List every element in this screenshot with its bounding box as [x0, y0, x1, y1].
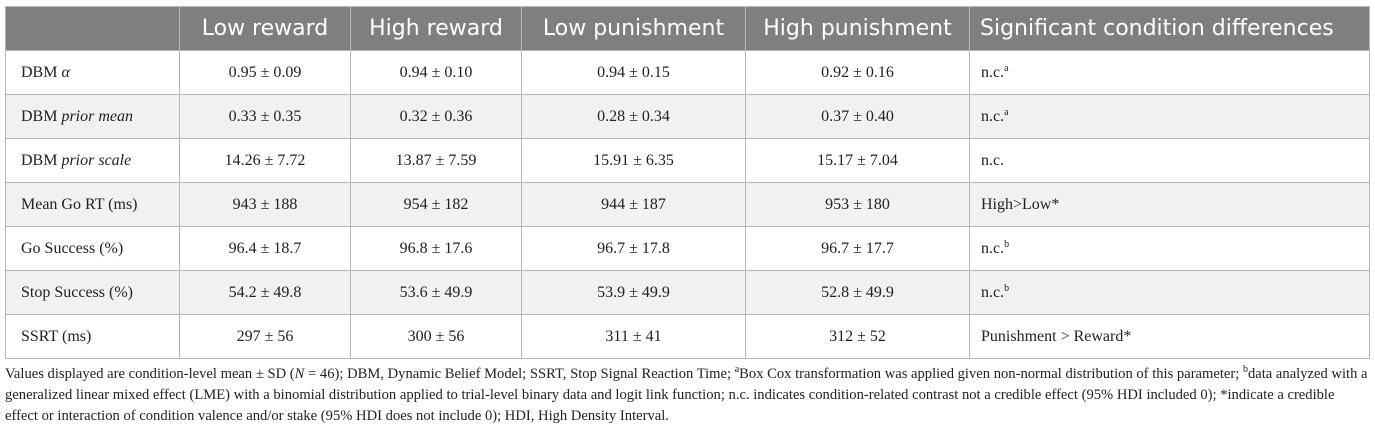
- row-label: Go Success (%): [5, 226, 180, 271]
- header-cell-high-reward: High reward: [350, 6, 522, 51]
- table-row: DBM α 0.95 ± 0.09 0.94 ± 0.10 0.94 ± 0.1…: [5, 50, 1370, 95]
- table-row: DBM prior scale 14.26 ± 7.72 13.87 ± 7.5…: [5, 138, 1370, 183]
- cell-low-reward: 0.33 ± 0.35: [179, 94, 351, 139]
- cell-low-punishment: 96.7 ± 17.8: [521, 226, 746, 271]
- cell-differences: n.c.b: [969, 226, 1370, 271]
- cell-high-reward: 954 ± 182: [350, 182, 522, 227]
- cell-differences: Punishment > Reward*: [969, 314, 1370, 359]
- cell-low-punishment: 944 ± 187: [521, 182, 746, 227]
- cell-low-reward: 96.4 ± 18.7: [179, 226, 351, 271]
- cell-low-reward: 943 ± 188: [179, 182, 351, 227]
- cell-high-reward: 13.87 ± 7.59: [350, 138, 522, 183]
- cell-high-punishment: 96.7 ± 17.7: [745, 226, 970, 271]
- row-label: Mean Go RT (ms): [5, 182, 180, 227]
- cell-high-punishment: 953 ± 180: [745, 182, 970, 227]
- results-table: Low reward High reward Low punishment Hi…: [5, 6, 1370, 359]
- cell-high-punishment: 0.92 ± 0.16: [745, 50, 970, 95]
- table-header-row: Low reward High reward Low punishment Hi…: [5, 6, 1370, 51]
- header-cell-significant-differences: Significant condition differences: [969, 6, 1370, 51]
- cell-low-reward: 0.95 ± 0.09: [179, 50, 351, 95]
- cell-high-reward: 0.32 ± 0.36: [350, 94, 522, 139]
- results-table-container: Low reward High reward Low punishment Hi…: [5, 6, 1370, 427]
- row-label: DBM α: [5, 50, 180, 95]
- cell-differences: High>Low*: [969, 182, 1370, 227]
- cell-low-reward: 54.2 ± 49.8: [179, 270, 351, 315]
- row-label: SSRT (ms): [5, 314, 180, 359]
- cell-high-reward: 53.6 ± 49.9: [350, 270, 522, 315]
- cell-high-punishment: 15.17 ± 7.04: [745, 138, 970, 183]
- row-label: Stop Success (%): [5, 270, 180, 315]
- cell-high-reward: 96.8 ± 17.6: [350, 226, 522, 271]
- header-cell-low-reward: Low reward: [179, 6, 351, 51]
- cell-low-punishment: 0.28 ± 0.34: [521, 94, 746, 139]
- cell-high-reward: 0.94 ± 0.10: [350, 50, 522, 95]
- cell-low-reward: 14.26 ± 7.72: [179, 138, 351, 183]
- cell-differences: n.c.: [969, 138, 1370, 183]
- cell-high-reward: 300 ± 56: [350, 314, 522, 359]
- table-row: SSRT (ms) 297 ± 56 300 ± 56 311 ± 41 312…: [5, 314, 1370, 359]
- cell-differences: n.c.a: [969, 50, 1370, 95]
- row-label: DBM prior scale: [5, 138, 180, 183]
- header-cell-high-punishment: High punishment: [745, 6, 970, 51]
- cell-low-punishment: 311 ± 41: [521, 314, 746, 359]
- cell-low-punishment: 0.94 ± 0.15: [521, 50, 746, 95]
- table-footnote: Values displayed are condition-level mea…: [5, 364, 1369, 427]
- table-row: DBM prior mean 0.33 ± 0.35 0.32 ± 0.36 0…: [5, 94, 1370, 139]
- cell-high-punishment: 0.37 ± 0.40: [745, 94, 970, 139]
- header-cell-low-punishment: Low punishment: [521, 6, 746, 51]
- cell-differences: n.c.b: [969, 270, 1370, 315]
- header-cell-empty: [5, 6, 180, 51]
- cell-high-punishment: 52.8 ± 49.9: [745, 270, 970, 315]
- row-label: DBM prior mean: [5, 94, 180, 139]
- table-row: Mean Go RT (ms) 943 ± 188 954 ± 182 944 …: [5, 182, 1370, 227]
- table-row: Go Success (%) 96.4 ± 18.7 96.8 ± 17.6 9…: [5, 226, 1370, 271]
- cell-differences: n.c.a: [969, 94, 1370, 139]
- footnote-text: Values displayed are condition-level mea…: [5, 364, 1368, 425]
- table-row: Stop Success (%) 54.2 ± 49.8 53.6 ± 49.9…: [5, 270, 1370, 315]
- cell-low-punishment: 15.91 ± 6.35: [521, 138, 746, 183]
- cell-low-reward: 297 ± 56: [179, 314, 351, 359]
- cell-high-punishment: 312 ± 52: [745, 314, 970, 359]
- cell-low-punishment: 53.9 ± 49.9: [521, 270, 746, 315]
